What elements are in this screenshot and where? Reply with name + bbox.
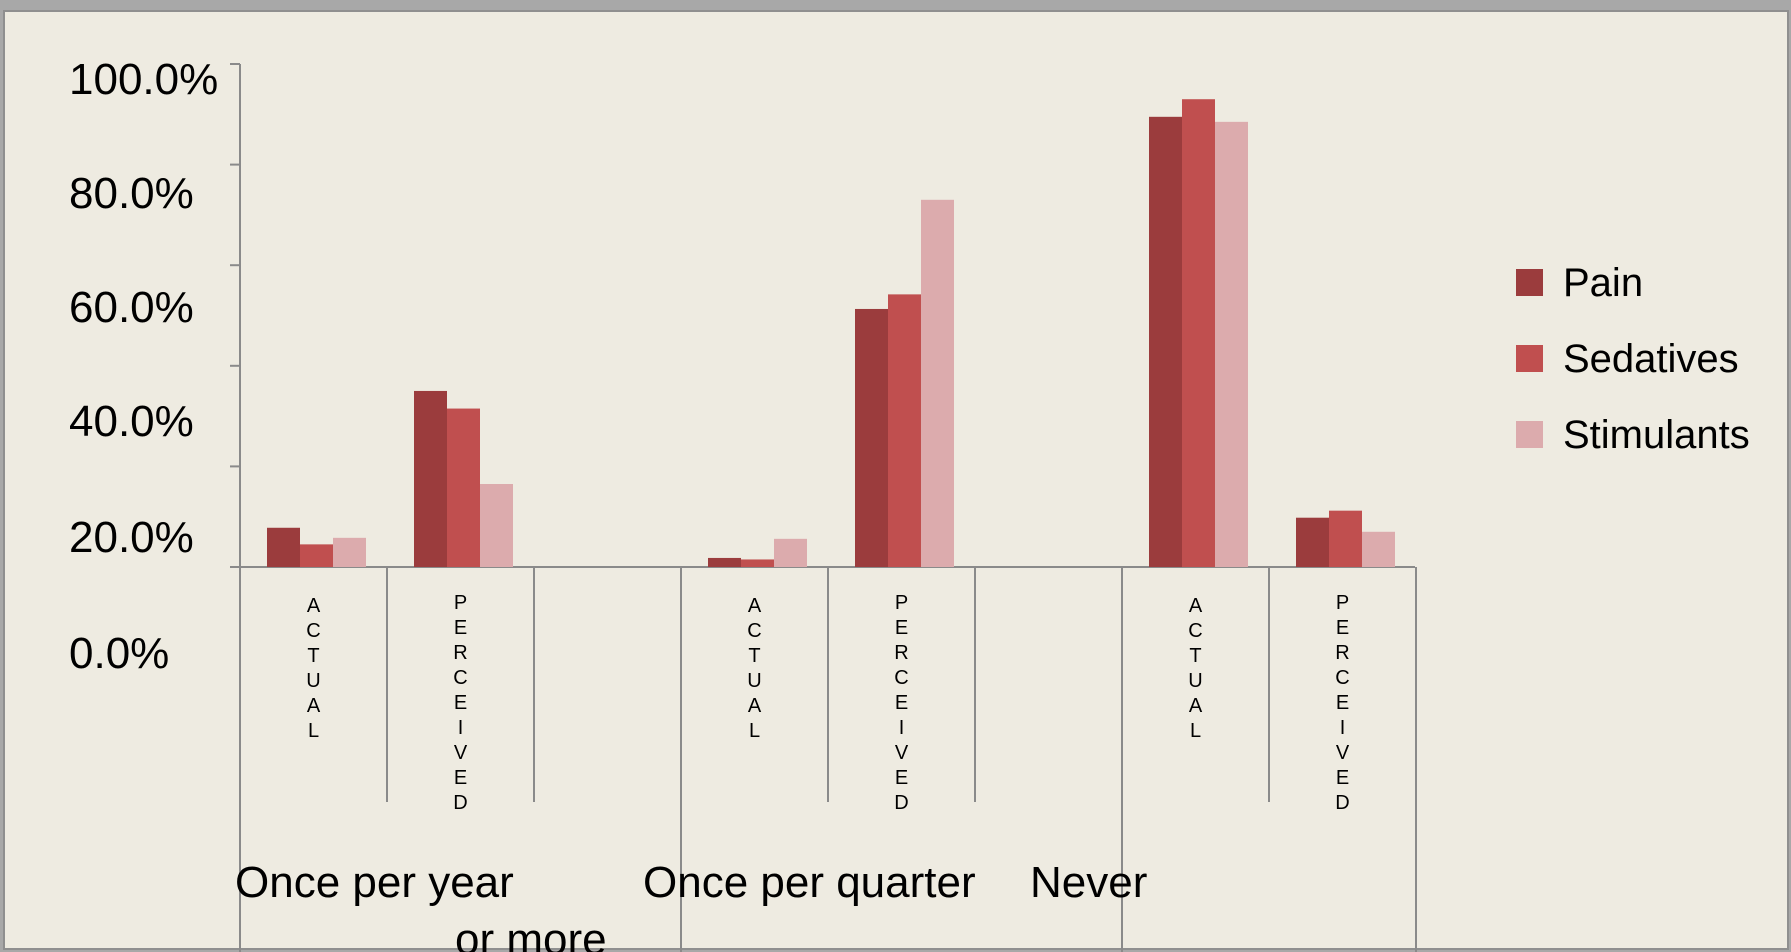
bar-stimulants-5 [1362,531,1395,567]
bar-sedatives-3 [888,294,921,567]
bar-stimulants-1 [480,484,513,567]
bar-sedatives-4 [1182,99,1215,568]
bar-pain-5 [1296,517,1329,567]
bar-stimulants-0 [333,537,366,567]
bar-stimulants-4 [1215,121,1248,567]
bar-pain-2 [708,557,741,567]
bar-pain-1 [414,390,447,567]
legend-label-stimulants: Stimulants [1563,413,1750,457]
group-label-2: Never [1030,858,1147,907]
bar-pain-0 [267,527,300,567]
group-label-1: Once per quarter [643,858,976,907]
y-tick-label: 60.0% [69,283,194,332]
bar-sedatives-1 [447,408,480,567]
bar-pain-4 [1149,116,1182,567]
bar-pain-3 [855,308,888,567]
bar-stimulants-2 [774,538,807,567]
y-tick-label: 40.0% [69,397,194,446]
bar-sedatives-0 [300,544,333,567]
chart-frame: 100.0% 80.0% 60.0% 40.0% 20.0% 0.0% A C T U A L P E R C… [3,10,1789,952]
y-tick-label: 80.0% [69,169,194,218]
y-tick-label: 20.0% [69,513,194,562]
legend-swatch-pain [1516,269,1543,296]
bar-stimulants-3 [921,199,954,567]
bar-chart: 100.0% 80.0% 60.0% 40.0% 20.0% 0.0% A C T U A L P E R C… [69,55,1750,952]
bar-sedatives-2 [741,559,774,567]
legend-swatch-sedatives [1516,345,1543,372]
bar-sedatives-5 [1329,510,1362,567]
group-label-0: Once per year or more [235,858,607,952]
legend-label-pain: Pain [1563,261,1643,305]
legend-swatch-stimulants [1516,421,1543,448]
y-tick-label: 100.0% [69,55,218,104]
y-tick-label: 0.0% [69,629,169,678]
legend-label-sedatives: Sedatives [1563,337,1739,381]
